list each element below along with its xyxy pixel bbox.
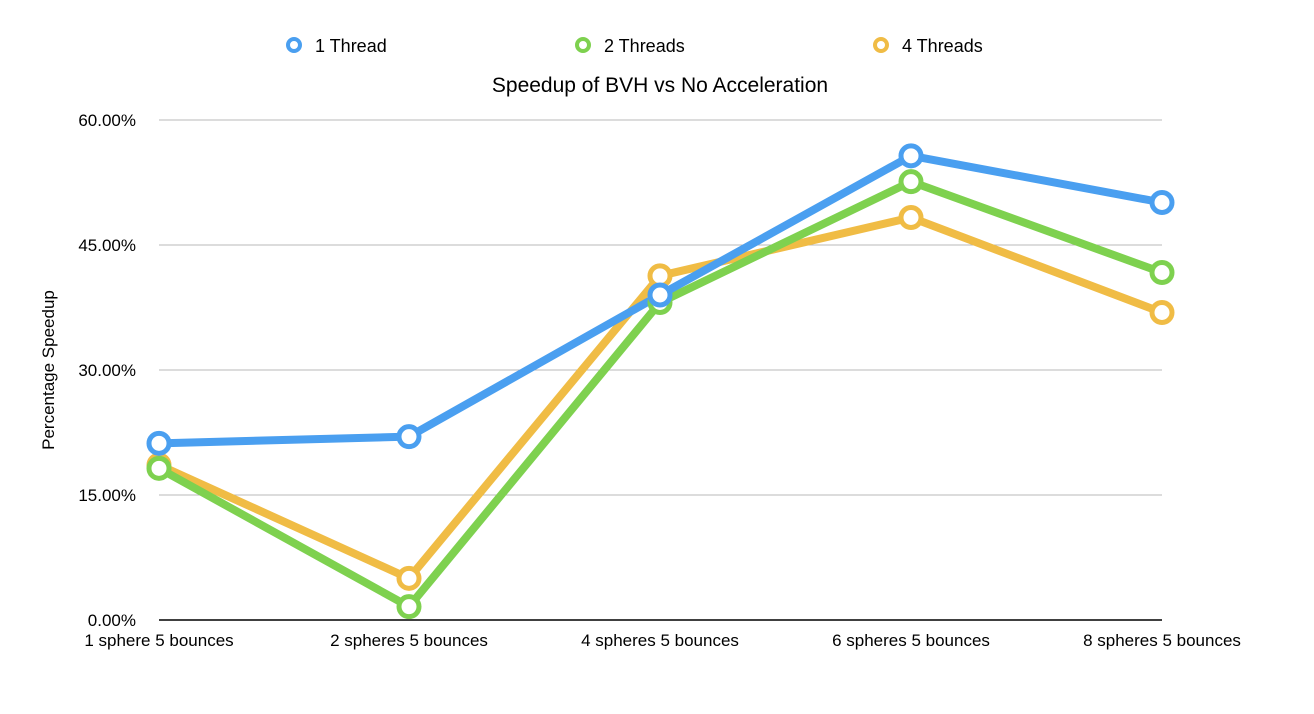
- x-tick-label: 8 spheres 5 bounces: [1083, 631, 1241, 650]
- data-point: [396, 594, 422, 620]
- legend-label: 2 Threads: [604, 36, 685, 56]
- series-markers: [146, 143, 1175, 620]
- legend-label: 1 Thread: [315, 36, 387, 56]
- x-tick-label: 1 sphere 5 bounces: [84, 631, 233, 650]
- y-tick-label: 30.00%: [78, 361, 136, 380]
- data-point: [1149, 190, 1175, 215]
- data-point: [647, 282, 673, 308]
- y-tick-label: 45.00%: [78, 236, 136, 255]
- data-point: [396, 424, 422, 450]
- legend-marker: [575, 37, 591, 53]
- x-tick-label: 2 spheres 5 bounces: [330, 631, 488, 650]
- data-point: [146, 430, 172, 456]
- x-tick-label: 4 spheres 5 bounces: [581, 631, 739, 650]
- series-lines: [155, 151, 1166, 611]
- y-tick-label: 0.00%: [88, 611, 136, 630]
- x-tick-label: 6 spheres 5 bounces: [832, 631, 990, 650]
- legend-label: 4 Threads: [902, 36, 983, 56]
- legend-marker: [873, 37, 889, 53]
- data-point: [396, 565, 422, 591]
- data-point: [1149, 260, 1175, 285]
- data-point: [898, 143, 924, 169]
- data-point: [1149, 300, 1175, 325]
- y-tick-label: 15.00%: [78, 486, 136, 505]
- y-tick-label: 60.00%: [78, 111, 136, 130]
- data-point: [898, 205, 924, 230]
- data-point: [146, 455, 172, 481]
- gridlines: [159, 119, 1162, 496]
- legend-marker: [286, 37, 302, 53]
- chart-title: Speedup of BVH vs No Acceleration: [492, 74, 828, 97]
- y-axis-title: Percentage Speedup: [39, 290, 58, 450]
- axes: 0.00% 15.00% 30.00% 45.00% 60.00% 1 sphere 5 …: [78, 111, 1241, 650]
- data-point: [898, 169, 924, 195]
- legend: 1 Thread 2 Threads 4 Threads: [286, 36, 983, 56]
